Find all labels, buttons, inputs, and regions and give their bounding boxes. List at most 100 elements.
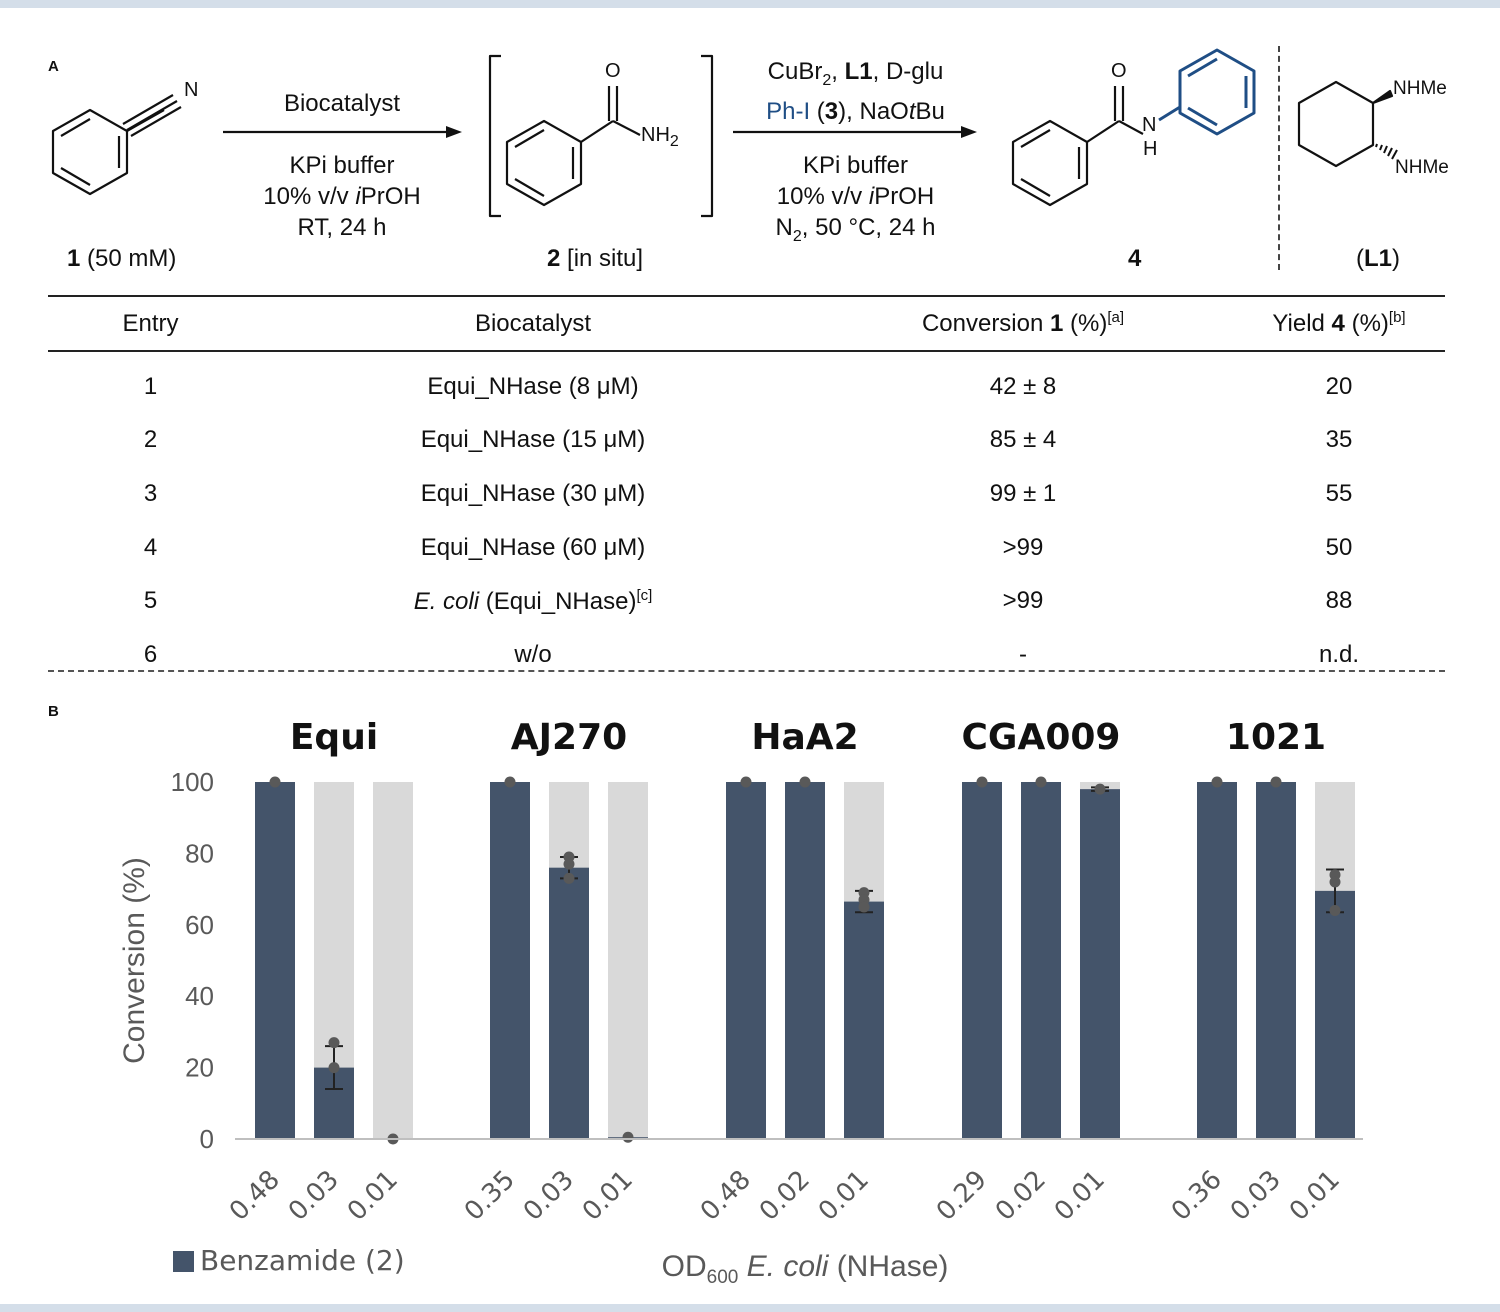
benzamide-structure	[505, 86, 641, 207]
x-tick-label: 0.48	[224, 1165, 286, 1227]
bar	[962, 782, 1002, 1139]
bar	[844, 901, 884, 1139]
table-row: 5 E. coli (Equi_NHase)[c] >99 88	[143, 586, 1353, 615]
x-tick-label: 0.02	[990, 1165, 1052, 1227]
product-h-atom: H	[1143, 138, 1158, 160]
x-tick-label: 0.01	[577, 1165, 639, 1227]
header-conversion: Conversion 1 (%)[a]	[813, 295, 1233, 352]
step2-conditions: KPi buffer 10% v/v iPrOH N2, 50 °C, 24 h	[775, 152, 936, 245]
data-point	[858, 901, 870, 913]
step2-reagents: CuBr2, L1, D-glu Ph-I (3), NaOtBu	[766, 58, 945, 125]
l1-nhme-bottom: NHMe	[1395, 157, 1449, 178]
data-point	[1094, 783, 1106, 795]
group-title: CGA009	[962, 717, 1121, 758]
data-point	[622, 1131, 634, 1143]
top-frame-band	[0, 0, 1500, 8]
x-tick-label: 0.03	[283, 1165, 345, 1227]
amide-nh2-atom: NH2	[641, 124, 679, 150]
data-point	[799, 776, 811, 788]
step1-reagent: Biocatalyst	[283, 90, 401, 117]
compound-2-label: 2 [in situ]	[547, 245, 644, 272]
table-header-row: Entry Biocatalyst Conversion 1 (%)[a] Yi…	[48, 295, 1445, 352]
panel-separator	[48, 670, 1445, 672]
panel-b-letter: B	[48, 703, 59, 720]
x-tick-label: 0.01	[1284, 1165, 1346, 1227]
y-tick-label: 60	[185, 910, 214, 940]
x-tick-label: 0.29	[931, 1165, 993, 1227]
data-point	[976, 776, 988, 788]
results-table: Entry Biocatalyst Conversion 1 (%)[a] Yi…	[48, 295, 1445, 682]
x-tick-label: 0.01	[813, 1165, 875, 1227]
bar	[1021, 782, 1061, 1139]
bar	[255, 782, 295, 1139]
step1-conditions: KPi buffer 10% v/v iPrOH RT, 24 h	[222, 150, 462, 243]
header-yield: Yield 4 (%)[b]	[1233, 295, 1445, 352]
data-point	[740, 776, 752, 788]
reaction-scheme-structures	[51, 48, 1398, 218]
bar	[785, 782, 825, 1139]
x-tick-label: 0.03	[518, 1165, 580, 1227]
y-tick-label: 100	[171, 767, 214, 797]
data-point	[1211, 776, 1223, 788]
group-title: 1021	[1226, 717, 1326, 758]
x-tick-label: 0.36	[1166, 1165, 1228, 1227]
x-axis-title: OD600 E. coli (NHase)	[662, 1250, 949, 1288]
nitrile-n-atom: N	[184, 79, 199, 101]
data-point	[1329, 876, 1341, 888]
background-bar	[608, 782, 648, 1139]
data-point	[269, 776, 281, 788]
y-tick-label: 0	[200, 1124, 214, 1154]
x-tick-label: 0.48	[695, 1165, 757, 1227]
benzonitrile-structure	[51, 94, 182, 196]
y-tick-label: 20	[185, 1053, 214, 1083]
bar	[1256, 782, 1296, 1139]
hashed-wedge	[1375, 143, 1398, 160]
background-bar	[373, 782, 413, 1139]
bar	[1315, 890, 1355, 1139]
amide-o-atom: O	[605, 60, 621, 82]
ligand-l1-structure	[1297, 80, 1394, 168]
y-tick-label: 80	[185, 838, 214, 868]
data-point	[563, 872, 575, 884]
x-tick-label: 0.03	[1225, 1165, 1287, 1227]
bar	[1197, 782, 1237, 1139]
table-row: 6 w/o - n.d.	[143, 640, 1360, 668]
x-tick-label: 0.02	[754, 1165, 816, 1227]
group-title: HaA2	[751, 717, 858, 758]
bar	[549, 867, 589, 1139]
compound-4-label: 4	[1128, 245, 1142, 272]
table-row: 2 Equi_NHase (15 μM) 85 ± 4 35	[143, 426, 1353, 454]
legend-swatch	[173, 1251, 194, 1272]
panel-a-letter: A	[48, 58, 59, 75]
bar	[490, 782, 530, 1139]
data-point	[1035, 776, 1047, 788]
data-point	[504, 776, 516, 788]
product-o-atom: O	[1111, 60, 1127, 82]
bar	[1080, 789, 1120, 1139]
bar	[726, 782, 766, 1139]
header-entry: Entry	[48, 295, 253, 352]
data-point	[563, 858, 575, 870]
table-row: 1 Equi_NHase (8 μM) 42 ± 8 20	[143, 372, 1353, 400]
data-point	[1329, 905, 1341, 917]
group-title: Equi	[290, 717, 378, 758]
step1-solvent: 10% v/v iPrOH	[263, 183, 421, 210]
l1-nhme-top: NHMe	[1393, 78, 1447, 99]
compound-1-label: 1 (50 mM)	[67, 245, 177, 272]
group-title: AJ270	[511, 717, 627, 758]
header-biocatalyst: Biocatalyst	[253, 295, 813, 352]
bottom-frame-band	[0, 1304, 1500, 1312]
legend-label: Benzamide (2)	[200, 1244, 405, 1277]
y-axis-title: Conversion (%)	[118, 857, 151, 1064]
data-point	[328, 1062, 340, 1074]
ligand-divider	[1278, 46, 1280, 270]
x-tick-label: 0.35	[459, 1165, 521, 1227]
ligand-l1-label: (L1)	[1356, 245, 1401, 272]
data-point	[1270, 776, 1282, 788]
table-row: 3 Equi_NHase (30 μM) 99 ± 1 55	[143, 479, 1353, 507]
n-phenylbenzamide-structure	[1011, 86, 1144, 207]
x-tick-label: 0.01	[1049, 1165, 1111, 1227]
product-n-atom: N	[1142, 114, 1157, 136]
y-tick-label: 40	[185, 981, 214, 1011]
